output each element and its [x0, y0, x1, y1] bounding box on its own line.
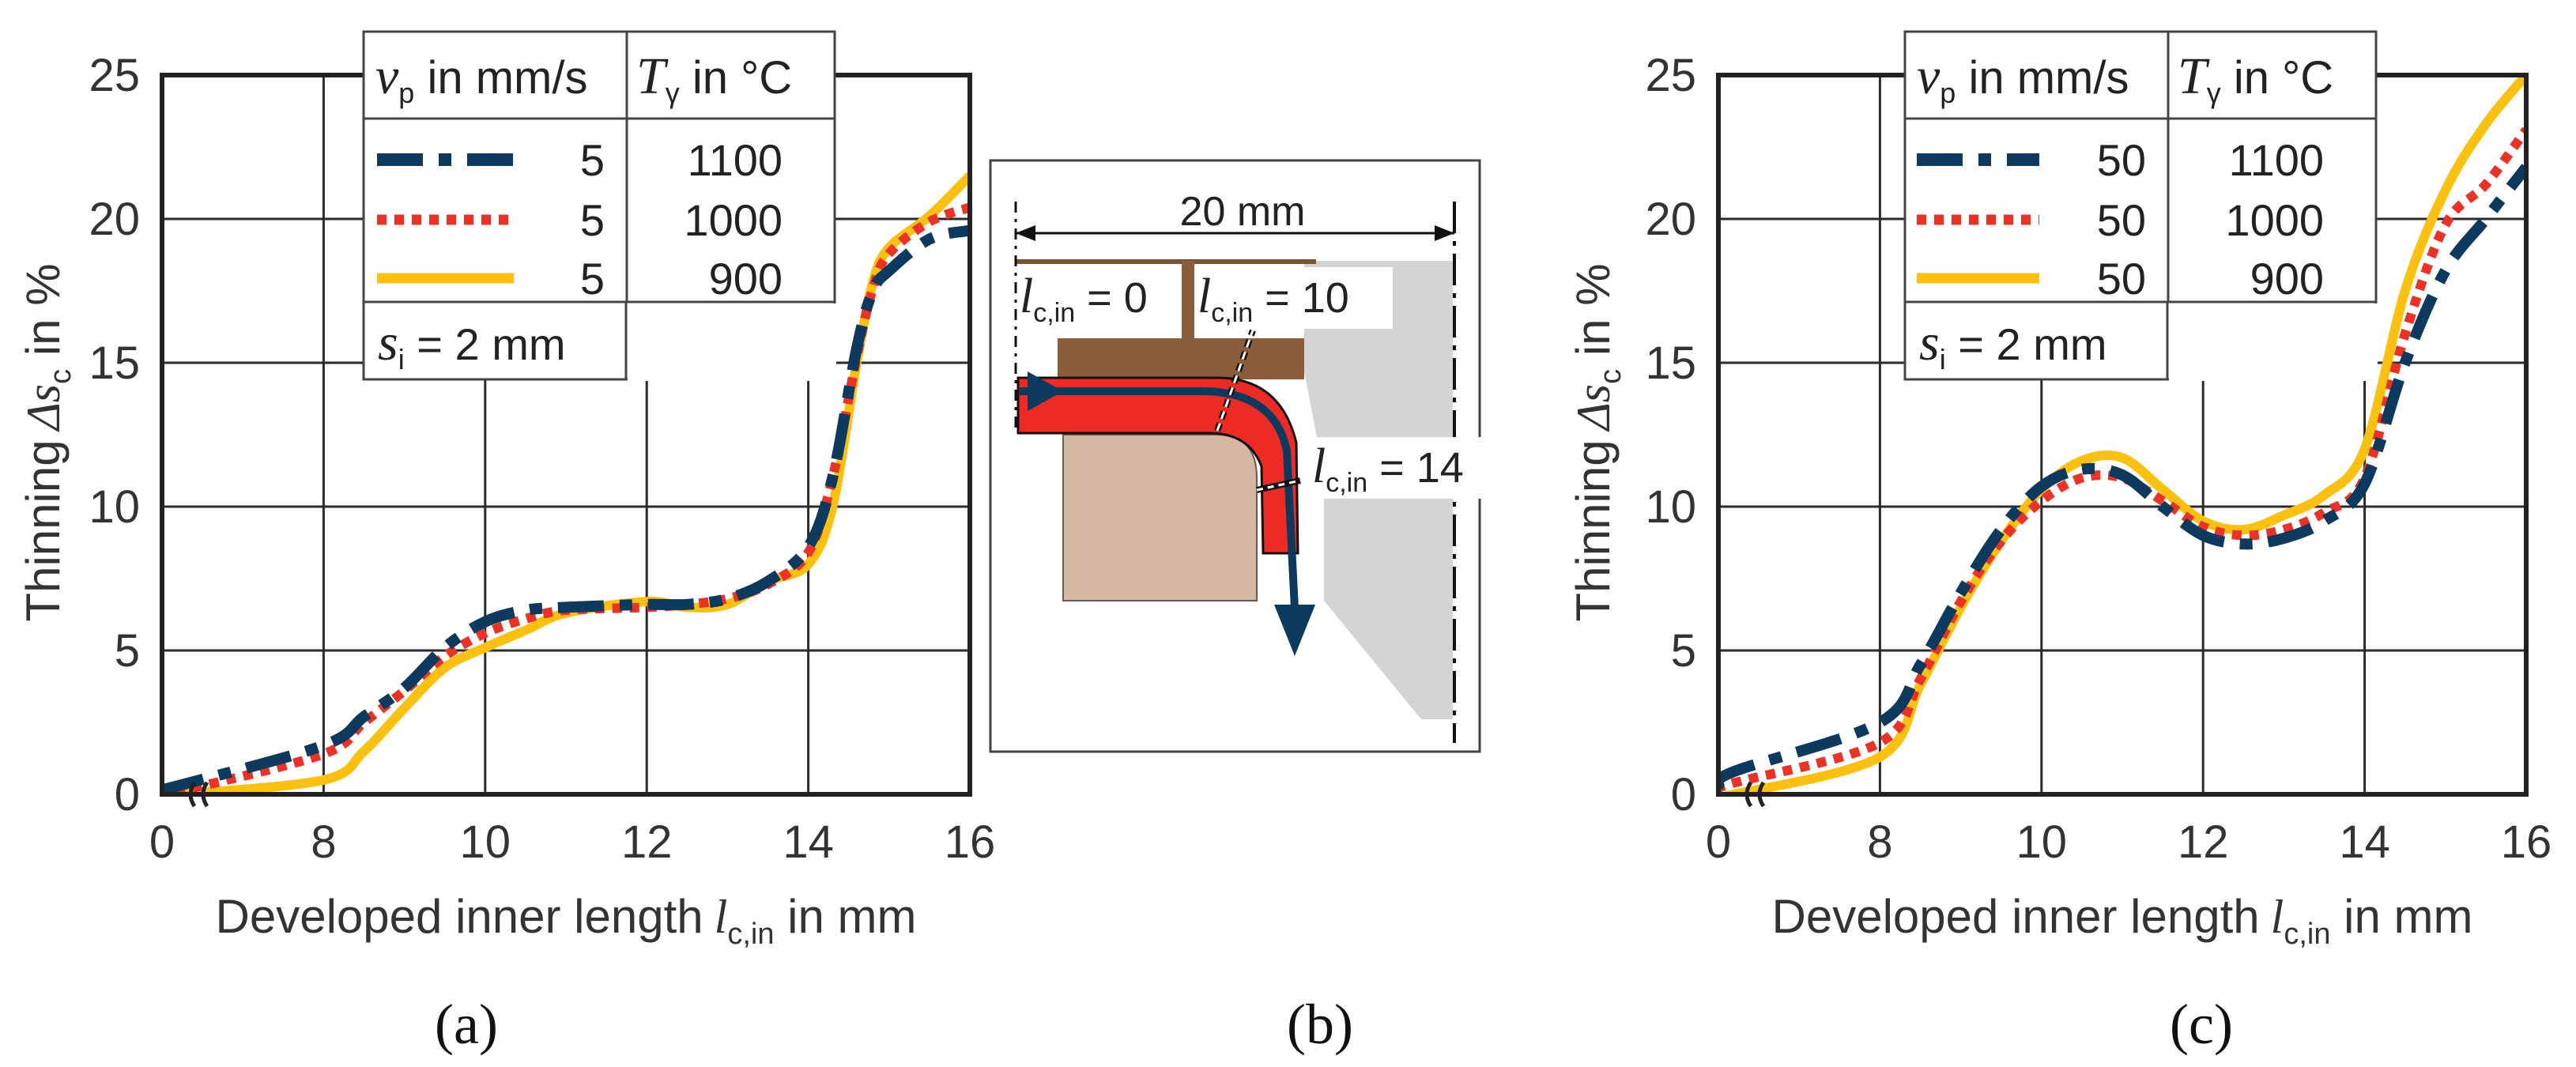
y-label-sub-c: c: [1594, 369, 1627, 384]
x-tick-label: 16: [2501, 816, 2552, 868]
x-tick-label: 0: [1706, 816, 1731, 868]
marker-label-14: lc,in = 14: [1312, 439, 1464, 498]
flow-arrowhead-start: [1028, 371, 1063, 411]
legend-vp-2-c: 50: [2097, 195, 2146, 245]
holder-stem: [1182, 261, 1194, 340]
y-tick-label: 20: [89, 194, 140, 245]
legend-header-t-a: Tγ in °C: [636, 47, 792, 109]
x-axis-break-a: [188, 781, 209, 808]
x-tick-labels-c: 0 8 10 12 14 16: [1706, 816, 2551, 868]
y-axis-label-a: Thinning Δsc in %: [17, 263, 77, 621]
y-label-word-c: Thinning: [1567, 439, 1620, 621]
lower-tool: [1062, 434, 1258, 601]
y-tick-labels-c: 0 5 10 15 20 25: [1645, 50, 1696, 820]
series-line: [1718, 126, 2526, 794]
series-line: [1718, 164, 2526, 790]
diagram-b: 20 mm lc,in = 0 lc,in = 10 lc,in = 14 (b…: [989, 159, 1510, 1056]
legend-a: vp in mm/s Tγ in °C 5 5 5 1100 1000 900 …: [362, 30, 836, 381]
flow-arrowhead-end: [1274, 605, 1315, 656]
legend-vp-1-a: 5: [580, 135, 605, 185]
x-label-sub-a: c,in: [727, 918, 774, 951]
x-tick-label: 8: [311, 816, 336, 868]
x-tick-labels-a: 0 8 10 12 14 16: [149, 816, 995, 868]
holder-block: [1058, 338, 1304, 379]
legend-header-t-c: Tγ in °C: [2178, 47, 2333, 109]
y-label-unit-c: in %: [1567, 263, 1620, 368]
legend-footer-a: si = 2 mm: [378, 314, 566, 375]
y-tick-label: 25: [1645, 50, 1696, 101]
series-c: [1718, 75, 2526, 794]
x-axis-label-a: Developed inner length lc,in in mm: [216, 890, 917, 951]
y-tick-label: 5: [1671, 625, 1696, 677]
x-label-symbol-a: l: [715, 891, 728, 943]
flow-arrow: [1020, 387, 1299, 609]
panel-label-b: (b): [1287, 993, 1353, 1056]
legend-vp-3-a: 5: [580, 254, 605, 304]
legend-footer-c: si = 2 mm: [1919, 314, 2107, 375]
x-label-symbol-c: l: [2271, 891, 2284, 943]
panel-label-c: (c): [2170, 993, 2233, 1056]
x-label-unit-c: in mm: [2330, 890, 2472, 943]
y-tick-label: 10: [1645, 481, 1696, 533]
legend-t-3-a: 900: [709, 254, 783, 304]
legend-c: vp in mm/s Tγ in °C 50 50 50 1100 1000 9…: [1903, 30, 2378, 381]
legend-header-vp-a: vp in mm/s: [375, 47, 587, 109]
x-tick-label: 12: [2178, 816, 2229, 868]
y-tick-label: 15: [1645, 337, 1696, 389]
y-tick-label: 25: [89, 50, 140, 101]
chart-c: 0 5 10 15 20 25 0 8 10 12 14 16 Thinning Δsc in % D…: [1567, 30, 2551, 1056]
legend-t-2-c: 1000: [2225, 195, 2324, 245]
x-tick-label: 12: [621, 816, 673, 868]
x-tick-label: 10: [2016, 816, 2068, 868]
y-axis-label-c: Thinning Δsc in %: [1567, 263, 1627, 621]
y-label-sub-a: c: [44, 369, 77, 384]
x-label-sub-c: c,in: [2284, 918, 2330, 951]
y-tick-label: 10: [89, 481, 140, 533]
marker-label-0: lc,in = 0: [1020, 270, 1148, 328]
panel-label-a: (a): [435, 993, 498, 1056]
legend-t-3-c: 900: [2250, 254, 2324, 304]
y-tick-labels-a: 0 5 10 15 20 25: [89, 50, 140, 820]
x-tick-label: 10: [460, 816, 511, 868]
y-label-symbol-a: Δs: [17, 384, 70, 432]
marker-label-10: lc,in = 10: [1197, 270, 1349, 328]
y-tick-label: 0: [115, 769, 140, 820]
legend-header-vp-c: vp in mm/s: [1917, 47, 2129, 109]
legend-vp-2-a: 5: [580, 195, 605, 245]
y-label-unit-a: in %: [17, 263, 70, 368]
chart-a: 0 5 10 15 20 25 0 8 10 12 14 16 Thinning Δsc in % D…: [17, 30, 995, 1056]
x-tick-label: 0: [149, 816, 175, 868]
series-line: [1718, 75, 2526, 794]
x-axis-break-c: [1744, 781, 1766, 808]
y-tick-label: 0: [1671, 769, 1696, 820]
x-tick-label: 14: [783, 816, 834, 868]
holder-top-bar: [1016, 259, 1316, 264]
dimension-label: 20 mm: [1180, 189, 1306, 235]
y-tick-label: 15: [89, 337, 140, 389]
x-label-word-c: Developed inner length: [1772, 890, 2260, 943]
legend-t-1-c: 1100: [2229, 135, 2324, 185]
series-a: [162, 172, 970, 794]
legend-vp-3-c: 50: [2097, 254, 2146, 304]
legend-vp-1-c: 50: [2097, 135, 2146, 185]
series-line: [162, 224, 970, 794]
x-label-word-a: Developed inner length: [216, 890, 703, 943]
x-tick-label: 14: [2339, 816, 2390, 868]
y-tick-label: 20: [1645, 194, 1696, 245]
y-label-symbol-c: Δs: [1567, 384, 1620, 432]
x-label-unit-a: in mm: [774, 890, 916, 943]
legend-t-2-a: 1000: [684, 195, 783, 245]
y-label-word-a: Thinning: [17, 439, 70, 621]
x-tick-label: 16: [945, 816, 996, 868]
x-axis-label-c: Developed inner length lc,in in mm: [1772, 890, 2473, 951]
legend-t-1-a: 1100: [688, 135, 783, 185]
y-tick-label: 5: [115, 625, 140, 677]
x-tick-label: 8: [1867, 816, 1892, 868]
sheet-metal: [1016, 376, 1299, 555]
